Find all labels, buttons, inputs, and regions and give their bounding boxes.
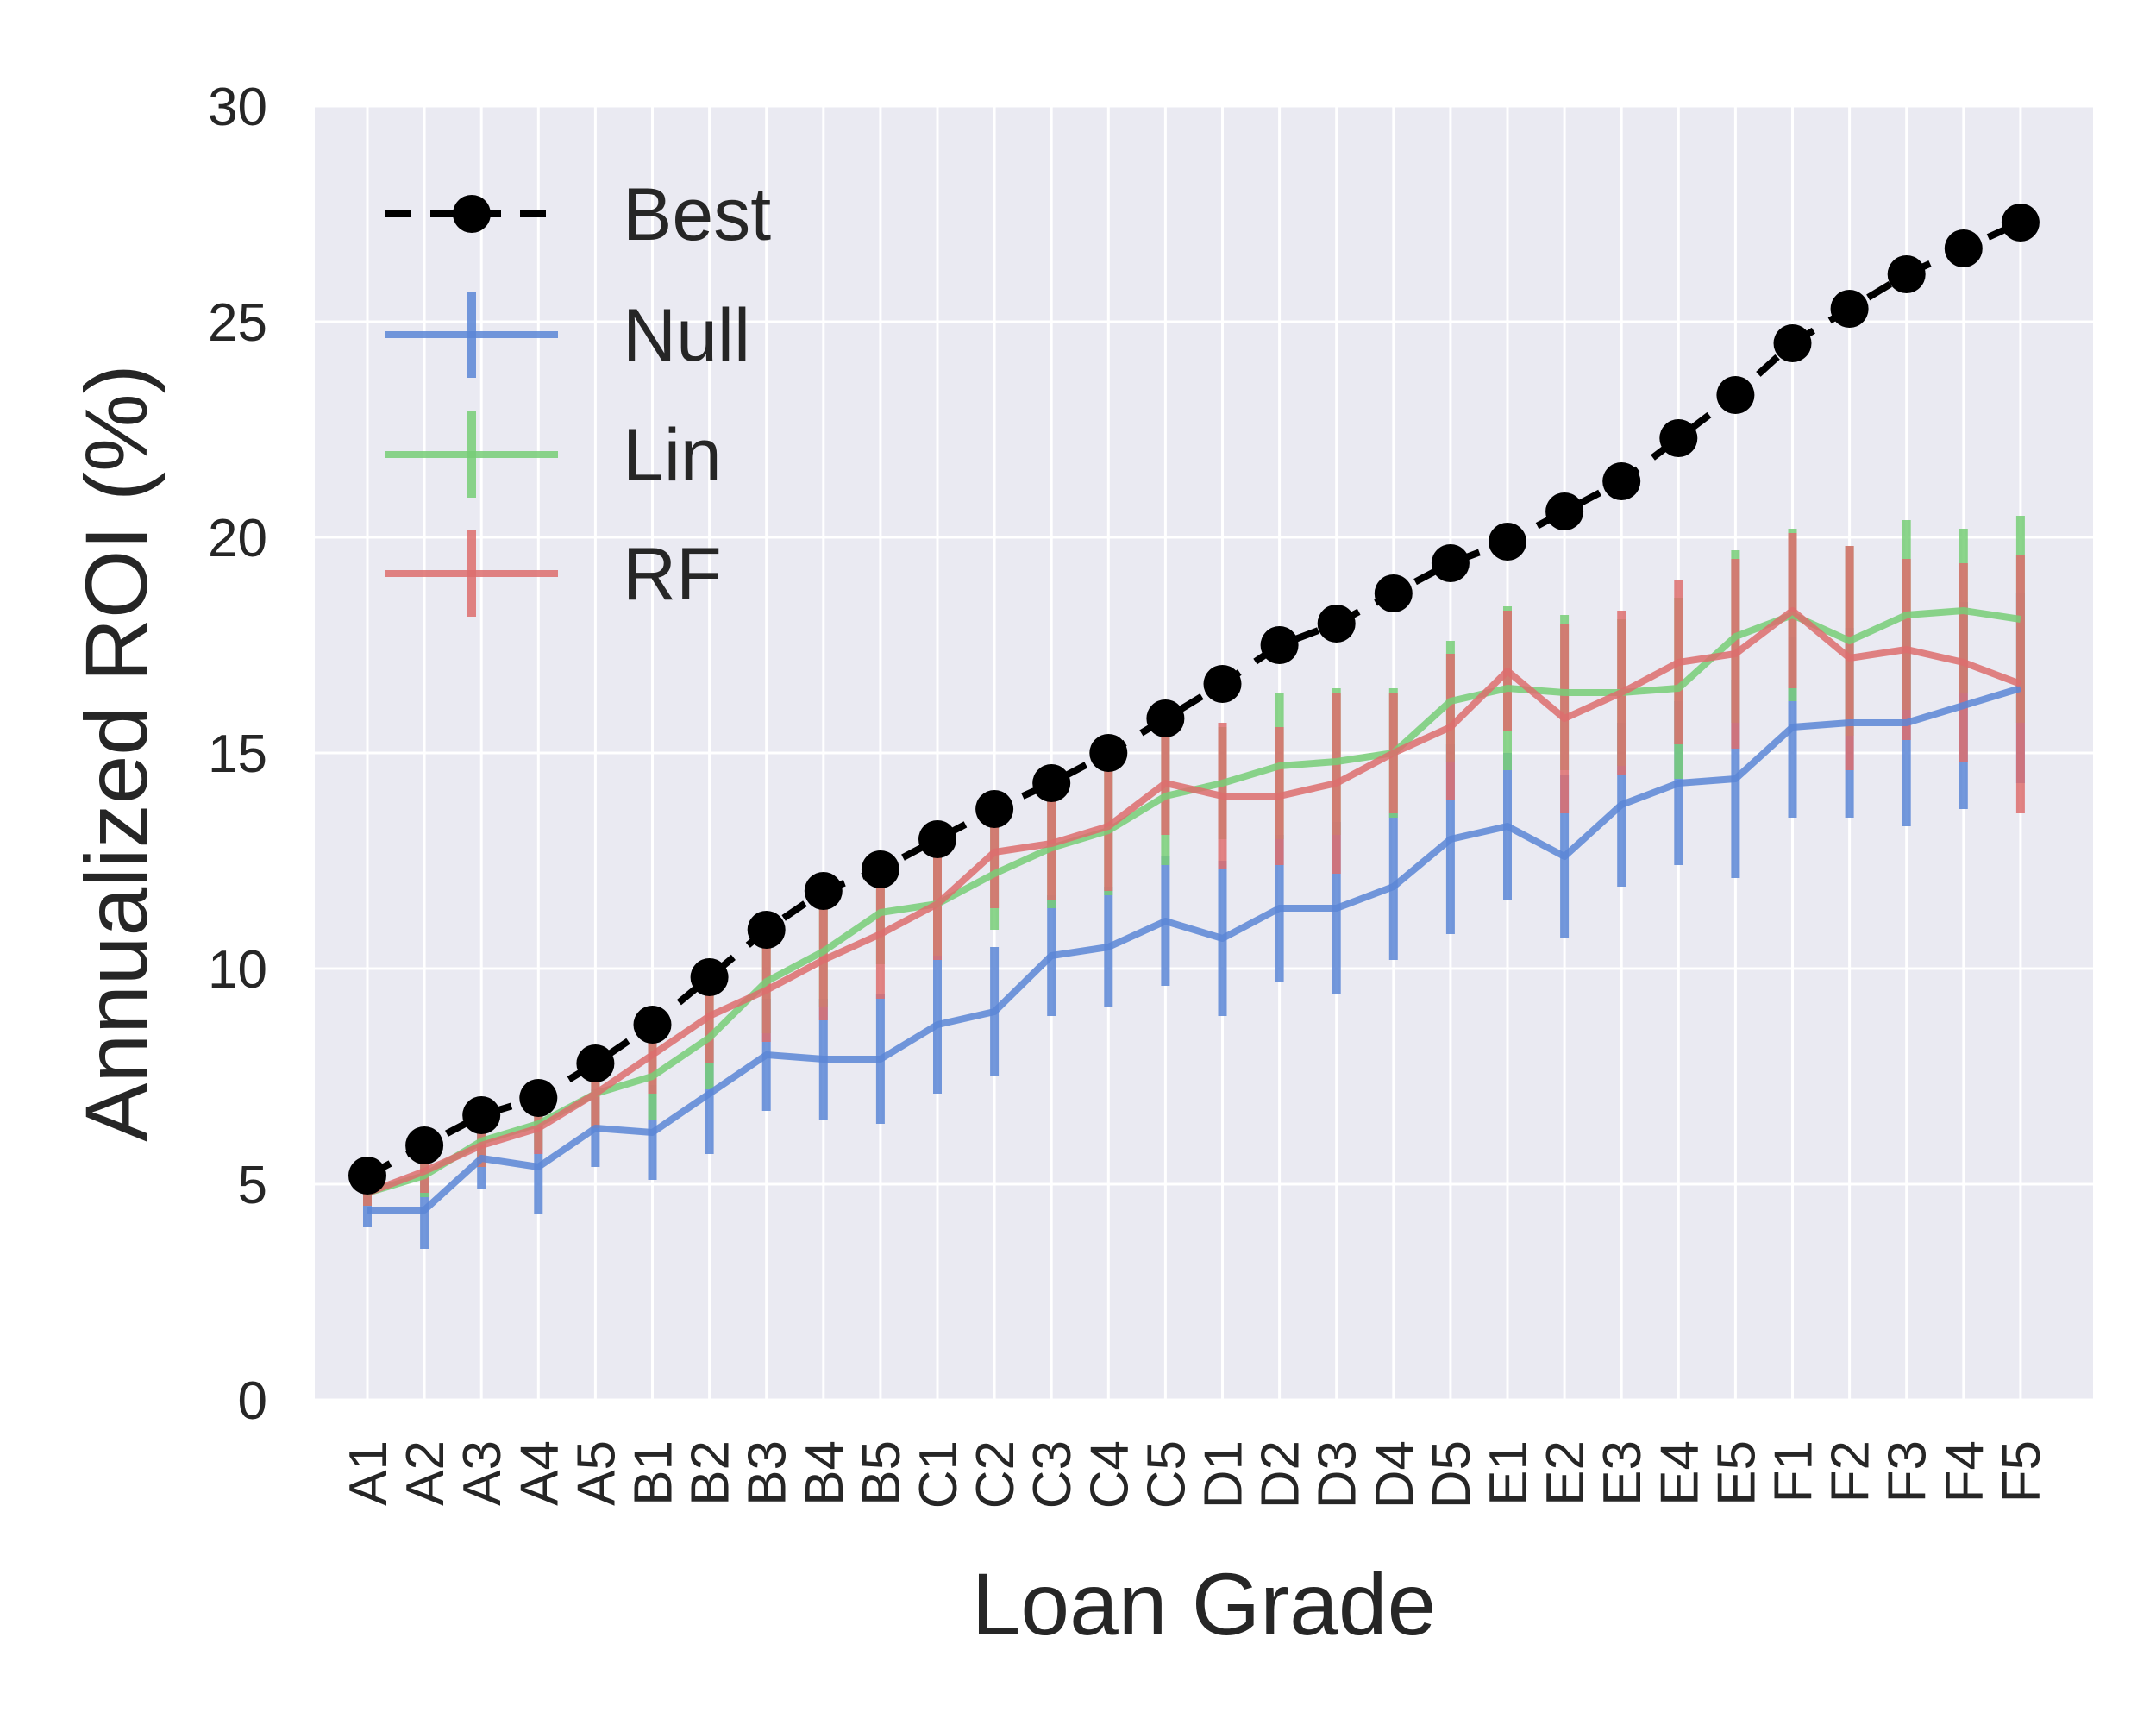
best-point (633, 1006, 672, 1044)
rf-series-line (366, 607, 2022, 1196)
x-tick-label: D1 (1194, 1440, 1254, 1509)
x-tick-label: E2 (1536, 1440, 1595, 1506)
best-point (1431, 544, 1470, 582)
y-tick-label: 15 (208, 724, 267, 784)
best-point (462, 1096, 501, 1134)
best-point (975, 790, 1014, 828)
x-tick-label: A1 (339, 1440, 398, 1506)
best-point (2001, 204, 2040, 242)
y-tick-label: 5 (238, 1156, 267, 1215)
x-tick-label: C1 (909, 1440, 968, 1509)
y-tick-label: 0 (238, 1371, 267, 1431)
best-point (1146, 699, 1185, 737)
x-tick-label: F5 (1992, 1440, 2052, 1502)
x-tick-label: C5 (1137, 1440, 1196, 1509)
y-tick-label: 20 (208, 509, 267, 568)
x-tick-label: A5 (567, 1440, 626, 1506)
best-point (1032, 764, 1071, 802)
x-tick-label: B5 (852, 1440, 912, 1506)
x-tick-label: C2 (966, 1440, 1025, 1509)
legend-label-lin: Lin (623, 414, 722, 497)
x-axis-title: Loan Grade (972, 1555, 1437, 1653)
null-series-line (367, 685, 2022, 1214)
best-point (1602, 462, 1641, 500)
x-tick-label: F4 (1935, 1440, 1995, 1502)
best-point (804, 872, 843, 910)
series-layer (348, 204, 2040, 1249)
best-point (1716, 376, 1755, 414)
x-tick-label: F2 (1821, 1440, 1881, 1502)
best-point (1545, 492, 1584, 530)
best-point (747, 911, 786, 949)
y-tick-label: 25 (208, 293, 267, 353)
best-point (405, 1126, 444, 1164)
best-point (348, 1157, 386, 1195)
best-point (1089, 734, 1128, 772)
x-tick-label: B1 (624, 1440, 684, 1506)
best-point (690, 958, 729, 996)
x-tick-label: E1 (1479, 1440, 1539, 1506)
best-point (1887, 255, 1926, 293)
x-tick-label: A2 (396, 1440, 455, 1506)
best-point (1203, 665, 1242, 703)
y-tick-labels: 0 5 10 15 20 25 30 (208, 78, 267, 1431)
best-point (1944, 229, 1983, 267)
x-tick-label: E5 (1707, 1440, 1766, 1506)
best-point (918, 820, 956, 858)
legend-label-null: Null (623, 294, 750, 377)
y-axis-title: Annualized ROI (%) (67, 364, 166, 1141)
best-point (861, 850, 899, 888)
x-tick-label: D3 (1308, 1440, 1368, 1509)
legend-best-marker-dot (453, 195, 491, 233)
x-tick-label: B4 (795, 1440, 855, 1506)
x-tick-label: F1 (1764, 1440, 1824, 1502)
x-tick-label: A3 (453, 1440, 512, 1506)
legend: Best Null Lin RF (385, 173, 771, 617)
x-tick-label: C4 (1080, 1440, 1139, 1509)
x-tick-label: B2 (681, 1440, 741, 1506)
legend-label-rf: RF (623, 533, 722, 616)
best-point (519, 1079, 558, 1117)
y-tick-label: 30 (208, 78, 267, 137)
best-point (1260, 626, 1299, 664)
best-point (1317, 605, 1356, 643)
x-tick-label: E3 (1593, 1440, 1652, 1506)
x-tick-label: E4 (1650, 1440, 1709, 1506)
x-tick-label: D5 (1422, 1440, 1482, 1509)
best-point (1659, 419, 1698, 457)
best-point (576, 1044, 615, 1082)
x-tick-label: D4 (1365, 1440, 1425, 1509)
best-point (1489, 523, 1526, 561)
y-tick-label: 10 (208, 940, 267, 1000)
x-tick-label: F3 (1878, 1440, 1938, 1502)
x-tick-label: C3 (1023, 1440, 1082, 1509)
best-point (1374, 574, 1413, 612)
x-tick-label: B3 (738, 1440, 798, 1506)
legend-label-best: Best (623, 173, 771, 256)
best-series-line (366, 219, 2022, 1179)
best-point (1830, 290, 1869, 328)
x-tick-label: D2 (1251, 1440, 1311, 1509)
best-point (1773, 324, 1812, 362)
x-tick-label: A4 (510, 1440, 569, 1506)
x-tick-labels: A1A2A3A4A5B1B2B3B4B5C1C2C3C4C5D1D2D3D4D5… (339, 1440, 2052, 1509)
